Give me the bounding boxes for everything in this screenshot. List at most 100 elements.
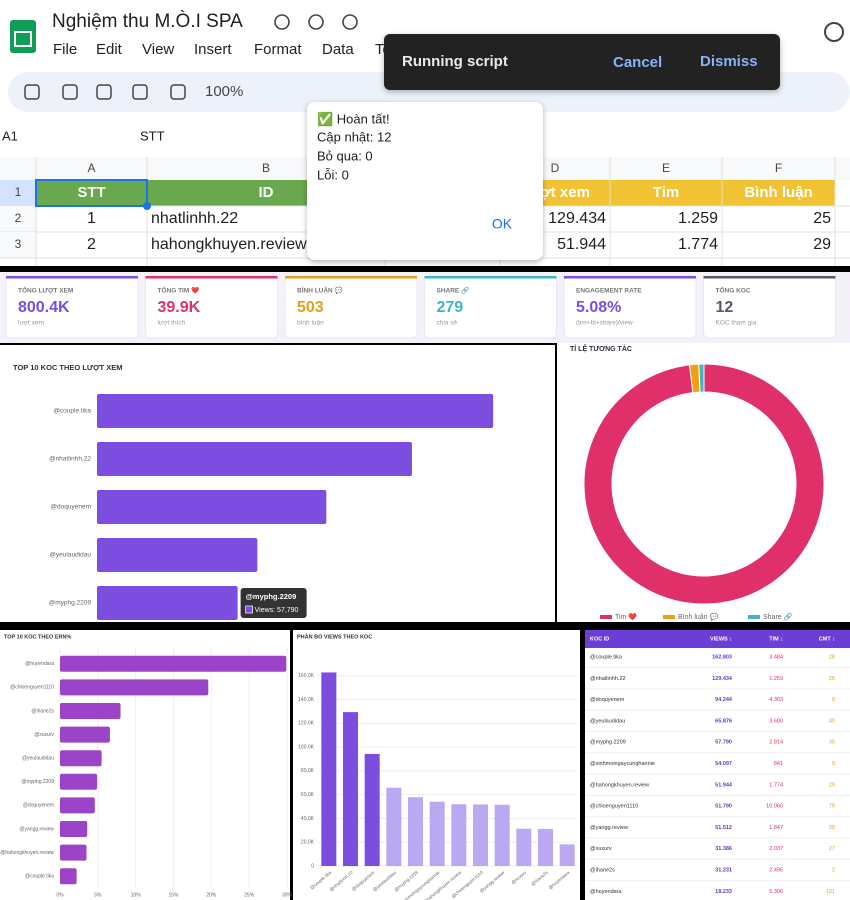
menu-item[interactable]: Format — [254, 41, 302, 58]
header-cell-text: Bình luận — [744, 184, 812, 201]
ok-button[interactable]: OK — [492, 216, 513, 232]
kpi-label: TỔNG KOC — [716, 286, 751, 295]
bar — [60, 773, 98, 790]
zoom[interactable]: 100% — [205, 83, 243, 100]
table-cell: @nhatlinhh.22 — [590, 676, 626, 682]
kpi-accent — [145, 276, 278, 279]
table-cell: 3.600 — [769, 718, 783, 724]
x-tick-label: 30% — [282, 892, 293, 898]
donut-segment — [583, 363, 825, 605]
table-cell: 2.037 — [769, 846, 783, 852]
kpi-note: chia sẻ — [437, 320, 458, 327]
selection — [35, 179, 148, 207]
menu-item[interactable]: View — [142, 41, 174, 58]
table-cell: @chloenguyen1110 — [590, 804, 638, 810]
y-tick-label: @yeulaudidau — [49, 552, 91, 559]
row-number-bg — [0, 232, 36, 258]
menu-item[interactable]: Edit — [96, 41, 123, 58]
bar — [60, 726, 110, 743]
table-cell: 51.790 — [715, 804, 732, 810]
table-cell: 54.097 — [715, 761, 732, 767]
column-header[interactable]: TIM ↕ — [769, 636, 783, 642]
x-tick-label: 10% — [131, 892, 142, 898]
table-cell: 65.876 — [715, 718, 732, 724]
kpi-accent — [6, 276, 138, 279]
y-tick-label: 100.0K — [298, 744, 315, 750]
cell: 29 — [813, 236, 831, 253]
kpi-value: 39.9K — [158, 299, 201, 316]
bar — [538, 828, 553, 866]
alert — [307, 102, 543, 260]
menu-item[interactable]: File — [53, 41, 77, 58]
cell: 1 — [87, 210, 96, 227]
x-tick-label: 25% — [244, 892, 255, 898]
toolbar-icon — [342, 14, 358, 30]
table-cell: @doquyenem — [590, 697, 625, 703]
table-cell: 29 — [829, 825, 835, 831]
y-tick-label: 40.0K — [301, 816, 315, 822]
cell: 2 — [87, 236, 96, 253]
tooltip-swatch — [245, 605, 253, 614]
bar — [364, 753, 380, 866]
x-tick-label: 0% — [56, 892, 64, 898]
y-tick-label: @xuxurv — [34, 732, 54, 738]
column-letter: A — [87, 161, 95, 175]
bar — [97, 442, 412, 476]
bar — [60, 750, 102, 767]
column-letter: E — [662, 161, 670, 175]
table-cell: 27 — [829, 846, 835, 852]
table-header — [585, 630, 850, 648]
dismiss-button[interactable]: Dismiss — [700, 53, 758, 70]
bar — [60, 821, 88, 837]
kpi-accent — [703, 276, 836, 279]
y-tick-label: @yeulaudidau — [22, 756, 54, 762]
y-tick-label: 60.0K — [301, 792, 315, 798]
kpi-label: BÌNH LUẬN 💬 — [297, 286, 343, 295]
tooltip-label: Views: 57,790 — [255, 607, 299, 614]
bar — [97, 586, 238, 620]
cell: 51.944 — [557, 236, 606, 253]
bar — [321, 672, 337, 866]
menu-item[interactable]: Data — [322, 41, 354, 58]
y-tick-label: 80.0K — [301, 768, 315, 774]
chart-title: TOP 10 KOC THEO LƯỢT XEM — [13, 363, 122, 372]
chart-title: TỈ LỆ TƯƠNG TÁC — [570, 344, 632, 353]
table-cell: @yeulaudidau — [590, 718, 625, 724]
table-cell: 10.060 — [766, 804, 783, 810]
cancel-button[interactable]: Cancel — [613, 54, 662, 71]
table-cell: @xuxurv — [590, 846, 612, 852]
column-header[interactable]: CMT ↕ — [819, 636, 835, 642]
x-tick-label: 5% — [94, 892, 102, 898]
column-letter: B — [262, 161, 270, 175]
alert-line: Cập nhật: 12 — [317, 129, 391, 144]
menu-item[interactable]: Insert — [194, 41, 232, 58]
column-header[interactable]: KOC ID — [590, 636, 609, 642]
y-tick-label: @ihane2s — [31, 708, 54, 714]
alert-title: ✅ Hoàn tất! — [317, 111, 390, 126]
bar — [97, 490, 327, 524]
toolbar-icon — [274, 14, 290, 30]
table-cell: @yangg.review — [590, 825, 628, 831]
table-cell: 121 — [826, 889, 835, 895]
x-tick-label: 15% — [168, 892, 179, 898]
doc-title: Nghiệm thu M.Ò.I SPA — [52, 10, 243, 32]
table-cell: @huyendara — [590, 889, 623, 895]
bar — [451, 804, 467, 866]
sheets-icon — [10, 20, 36, 53]
kpi-accent — [424, 276, 557, 279]
table-cell: 3.484 — [769, 654, 783, 660]
bar — [559, 844, 575, 866]
history-icon — [824, 22, 844, 42]
y-tick-label: @doquyenem — [50, 504, 91, 511]
header-cell — [36, 180, 147, 206]
table-cell: @xinhmoingaycunghannie — [590, 761, 655, 767]
table-cell: 25 — [829, 676, 835, 682]
bar — [408, 797, 423, 866]
legend-swatch — [748, 615, 760, 619]
column-header[interactable]: VIEWS ↕ — [710, 636, 732, 642]
kpi-value: 5.08% — [576, 299, 621, 316]
kpi-value: 503 — [297, 299, 324, 316]
alert-line: Bỏ qua: 0 — [317, 148, 373, 163]
table-cell: 1.847 — [769, 825, 783, 831]
